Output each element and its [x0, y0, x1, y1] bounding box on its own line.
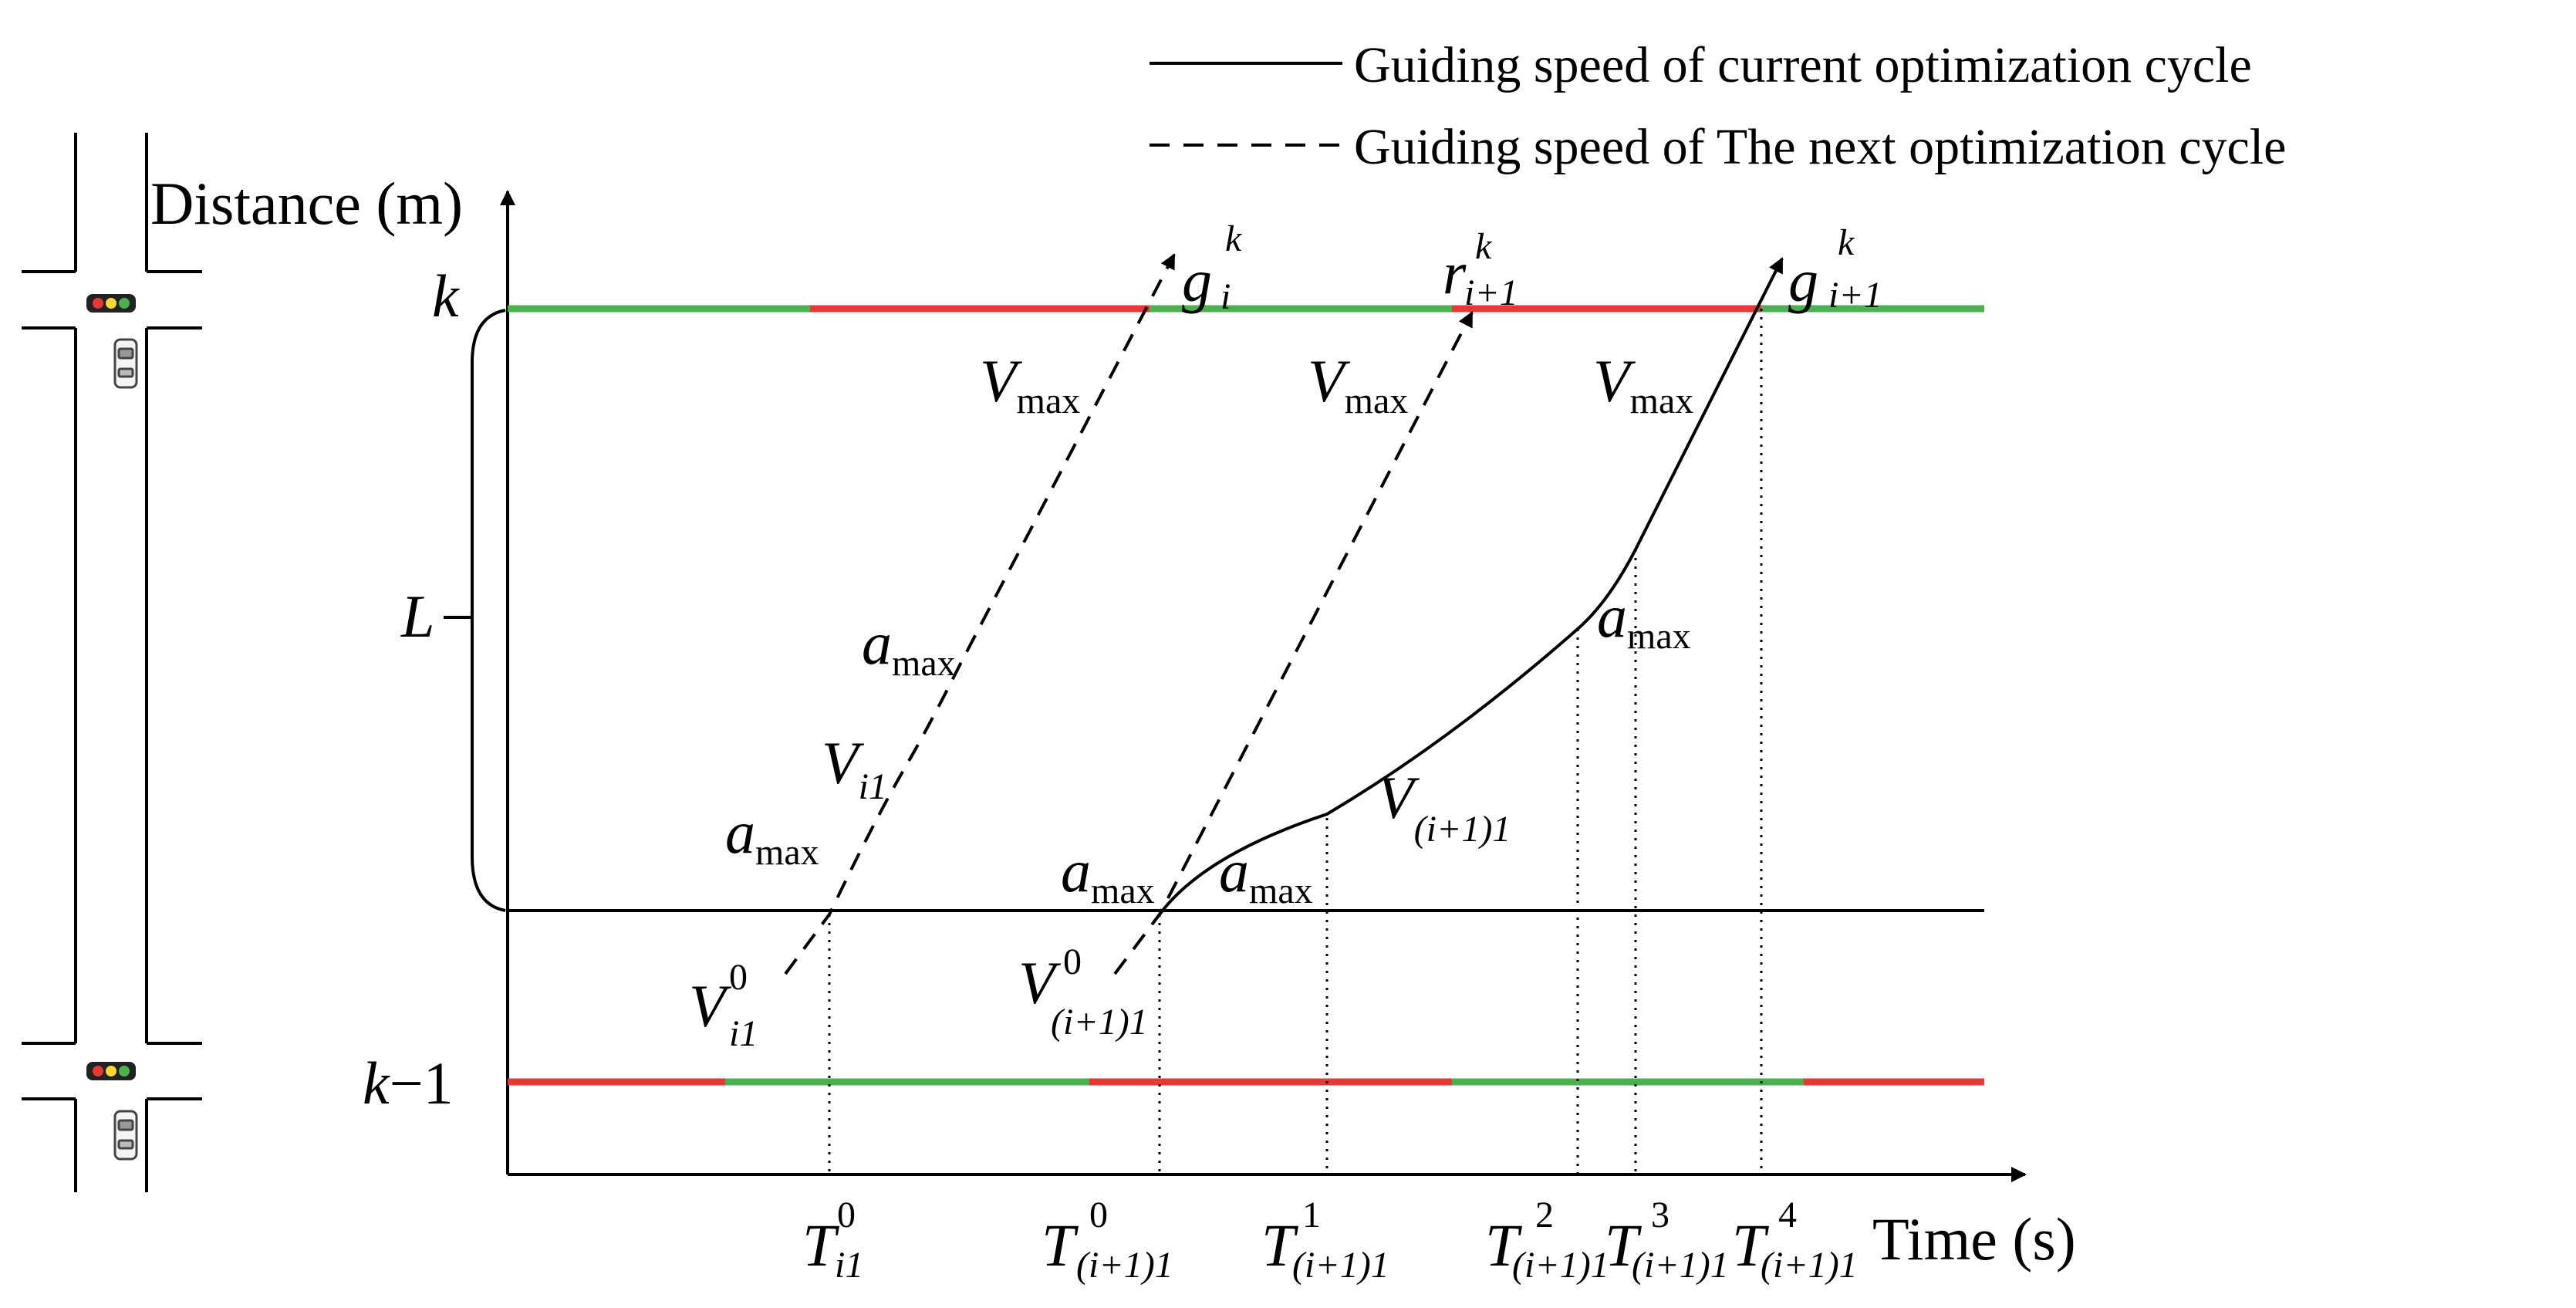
svg-text:V: V	[689, 972, 732, 1039]
amax-label: amax	[725, 799, 819, 873]
svg-text:2: 2	[1535, 1195, 1554, 1235]
svg-text:T: T	[1261, 1212, 1298, 1279]
svg-text:0: 0	[729, 957, 748, 998]
svg-text:V: V	[1018, 949, 1062, 1016]
axes: Distance (m) Time (s)	[150, 170, 2076, 1273]
svg-text:i: i	[1220, 276, 1231, 317]
solid-trajectory-ip1	[1158, 257, 1784, 916]
svg-text:T: T	[1042, 1212, 1079, 1279]
time-tick: T 0 i1	[802, 1195, 863, 1286]
vmax-label: Vmax	[1308, 347, 1408, 421]
time-tick: T 4 (i+1)1	[1732, 1195, 1858, 1286]
r-ip1-k-label: r k i+1	[1443, 226, 1518, 313]
y-axis-label: Distance (m)	[150, 170, 463, 237]
v-ip1-label: V(i+1)1	[1377, 764, 1511, 850]
vmax-label: Vmax	[980, 347, 1080, 421]
amax-label: amax	[1219, 837, 1313, 911]
svg-text:g: g	[1788, 247, 1818, 314]
svg-text:i1: i1	[835, 1245, 863, 1286]
time-tick: T 3 (i+1)1	[1605, 1195, 1729, 1286]
svg-text:i1: i1	[729, 1013, 758, 1054]
legend-solid-text: Guiding speed of current optimization cy…	[1354, 37, 2252, 93]
legend: Guiding speed of current optimization cy…	[1150, 37, 2286, 175]
vmax-label: Vmax	[1593, 347, 1693, 421]
time-tick: T 1 (i+1)1	[1261, 1195, 1389, 1286]
svg-text:r: r	[1443, 239, 1467, 306]
level-k-minus-1-label: k−1	[363, 1049, 454, 1117]
speed-labels: Vmax Vmax Vmax amax amax amax amax amax …	[689, 347, 1693, 1054]
svg-text:g: g	[1182, 247, 1212, 314]
svg-text:0: 0	[1089, 1195, 1108, 1235]
amax-label: amax	[862, 610, 956, 684]
svg-text:T: T	[1605, 1212, 1642, 1279]
v-ip1-initial-label: V 0 (i+1)1	[1018, 941, 1148, 1043]
dashed-trajectory-i1	[784, 253, 1176, 975]
time-guides	[828, 309, 1763, 1174]
v-i1-initial-label: V 0 i1	[689, 957, 758, 1054]
g-i-k-label: g k i	[1182, 218, 1243, 317]
time-tick: T 2 (i+1)1	[1485, 1195, 1609, 1286]
svg-text:(i+1)1: (i+1)1	[1632, 1245, 1729, 1286]
svg-text:(i+1)1: (i+1)1	[1076, 1245, 1173, 1286]
svg-text:k: k	[1225, 218, 1243, 259]
svg-text:(i+1)1: (i+1)1	[1761, 1245, 1858, 1286]
car-icon	[113, 1110, 138, 1161]
svg-text:(i+1)1: (i+1)1	[1051, 1002, 1148, 1043]
x-axis-label: Time (s)	[1872, 1205, 2076, 1273]
road-schematic	[22, 133, 202, 1192]
svg-text:i+1: i+1	[1828, 275, 1882, 316]
legend-dashed-text: Guiding speed of The next optimization c…	[1354, 119, 2286, 175]
svg-text:3: 3	[1651, 1195, 1670, 1235]
svg-text:1: 1	[1302, 1195, 1321, 1235]
length-label: L	[400, 583, 434, 650]
v-i1-label: Vi1	[822, 729, 887, 807]
svg-text:k: k	[1475, 226, 1493, 267]
amax-label: amax	[1061, 837, 1155, 911]
svg-text:(i+1)1: (i+1)1	[1512, 1245, 1609, 1286]
svg-text:0: 0	[1063, 941, 1082, 982]
svg-text:(i+1)1: (i+1)1	[1292, 1245, 1389, 1286]
svg-text:i+1: i+1	[1464, 272, 1518, 313]
svg-text:T: T	[1485, 1212, 1522, 1279]
car-icon	[113, 338, 138, 389]
time-tick-labels: T 0 i1 T 0 (i+1)1 T 1 (i+1)1 T 2 (i+1)1 …	[802, 1195, 1858, 1286]
svg-text:4: 4	[1778, 1195, 1797, 1235]
svg-text:T: T	[1732, 1212, 1769, 1279]
g-ip1-k-label: g k i+1	[1788, 222, 1882, 316]
svg-text:k: k	[1838, 222, 1855, 263]
svg-text:0: 0	[837, 1195, 856, 1235]
time-tick: T 0 (i+1)1	[1042, 1195, 1173, 1286]
amax-label: amax	[1597, 583, 1691, 657]
traffic-light-icon	[86, 1062, 136, 1080]
level-k-label: k	[432, 262, 460, 330]
svg-text:T: T	[802, 1212, 839, 1279]
traffic-light-icon	[86, 294, 136, 313]
length-brace	[471, 309, 506, 912]
